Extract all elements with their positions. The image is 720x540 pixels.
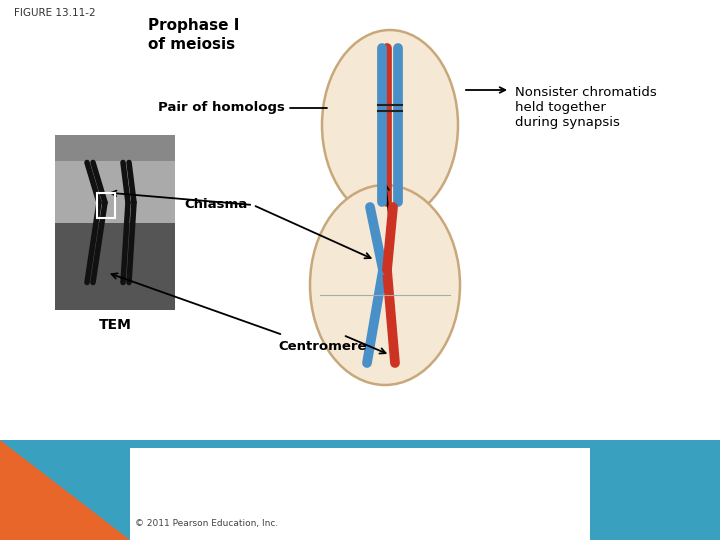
Text: Nonsister chromatids
held together
during synapsis: Nonsister chromatids held together durin… xyxy=(515,86,657,129)
Ellipse shape xyxy=(310,185,460,385)
Text: Prophase I
of meiosis: Prophase I of meiosis xyxy=(148,18,239,52)
Bar xyxy=(55,135,175,161)
Bar xyxy=(55,135,175,310)
Bar xyxy=(0,440,720,540)
Bar xyxy=(590,440,720,540)
Text: TEM: TEM xyxy=(99,318,132,332)
Polygon shape xyxy=(0,440,130,540)
Bar xyxy=(55,161,175,222)
Text: Centromere: Centromere xyxy=(278,340,366,353)
Text: © 2011 Pearson Education, Inc.: © 2011 Pearson Education, Inc. xyxy=(135,519,278,528)
Bar xyxy=(97,192,115,218)
Ellipse shape xyxy=(322,30,458,220)
Text: Chiasma: Chiasma xyxy=(185,199,248,212)
Text: Pair of homologs: Pair of homologs xyxy=(158,102,285,114)
Bar xyxy=(55,222,175,310)
Bar xyxy=(130,448,590,540)
Text: FIGURE 13.11-2: FIGURE 13.11-2 xyxy=(14,8,96,18)
